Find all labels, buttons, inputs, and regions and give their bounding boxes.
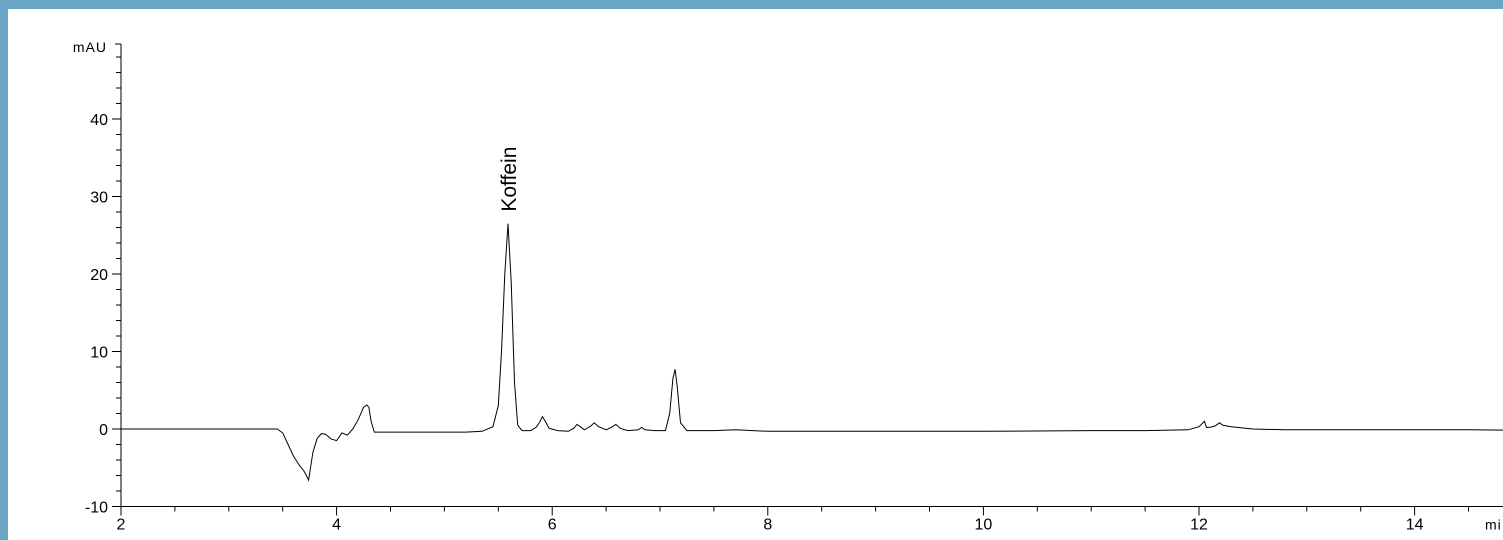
- y-tick-label: 10: [90, 345, 108, 362]
- chromatogram-chart: 2 4 6 8 10 12 14 -10 0 10 20 30 40 mAU mi Koffein: [73, 39, 1503, 534]
- peak-annotations: Koffein: [498, 147, 521, 212]
- x-tick-label: 10: [975, 517, 993, 534]
- x-tick-label: 12: [1190, 517, 1208, 534]
- x-axis-unit-label: mi: [1485, 517, 1502, 533]
- y-tick-label: 0: [99, 422, 108, 439]
- chromatogram-trace: [121, 223, 1503, 482]
- x-tick-label: 6: [548, 517, 557, 534]
- y-tick-label: 30: [90, 190, 108, 207]
- x-tick-label: 14: [1406, 517, 1424, 534]
- y-ticks: -10 0 10 20 30 40: [85, 56, 121, 517]
- y-tick-label: 20: [90, 267, 108, 284]
- axes: [115, 43, 1503, 507]
- x-ticks: 2 4 6 8 10 12 14: [117, 506, 1469, 534]
- x-tick-label: 2: [117, 517, 126, 534]
- y-tick-label: -10: [85, 500, 108, 517]
- y-axis-unit-label: mAU: [73, 39, 107, 55]
- y-tick-label: 40: [90, 112, 108, 129]
- peak-label: Koffein: [498, 147, 521, 212]
- x-tick-label: 4: [332, 517, 341, 534]
- x-tick-label: 8: [763, 517, 772, 534]
